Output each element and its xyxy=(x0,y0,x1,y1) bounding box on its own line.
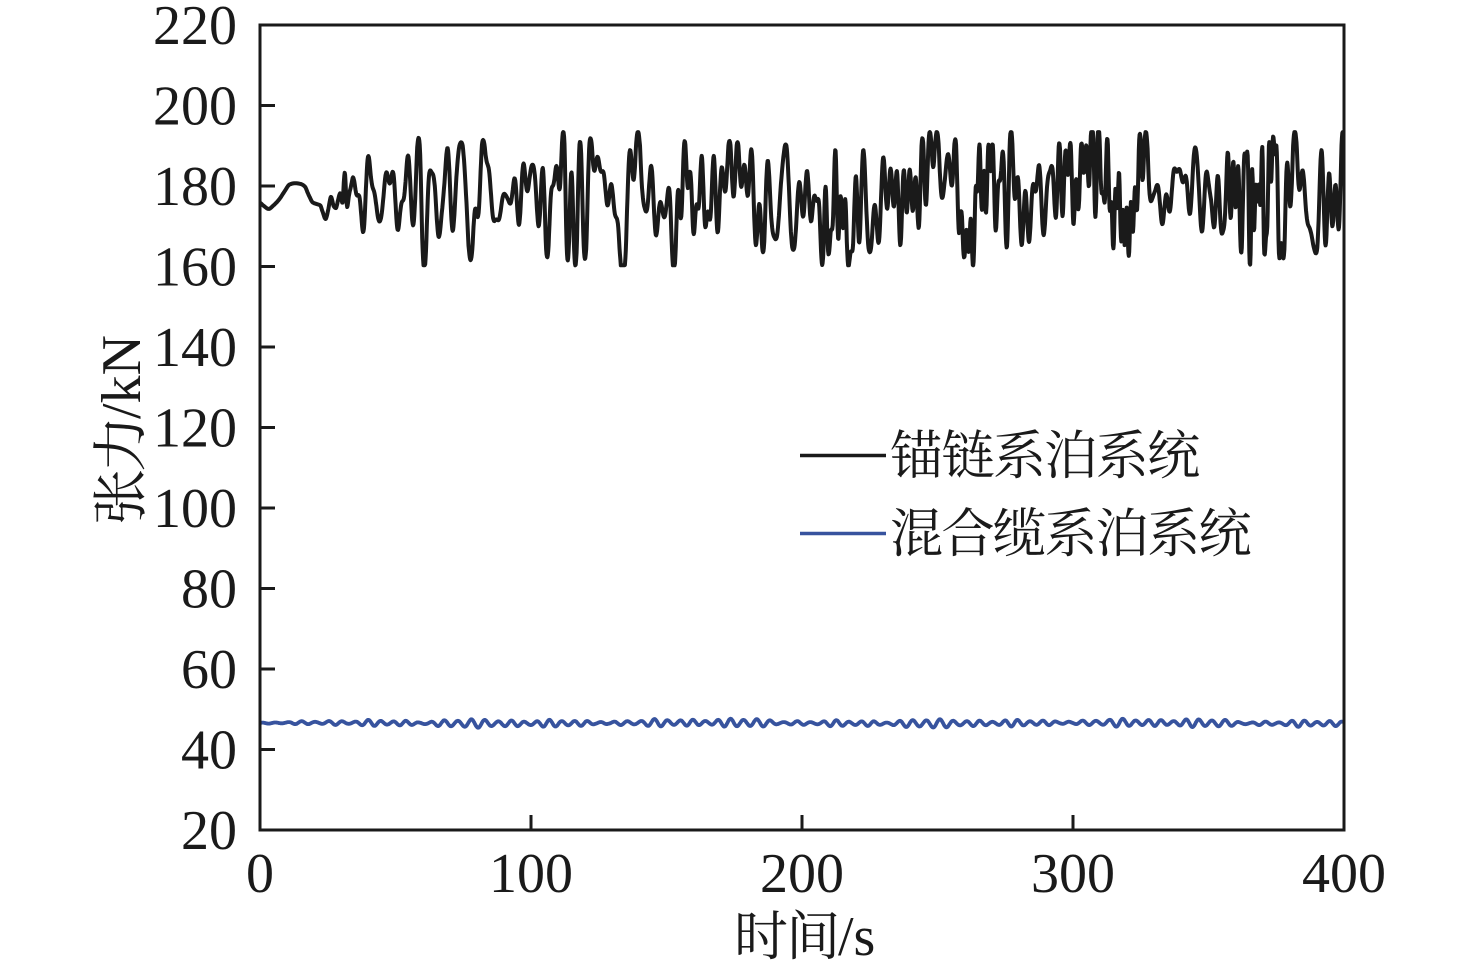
svg-text:300: 300 xyxy=(1031,843,1115,905)
svg-text:/s: /s xyxy=(838,906,875,968)
svg-text:120: 120 xyxy=(153,398,237,460)
svg-text:0: 0 xyxy=(246,843,274,905)
svg-text:40: 40 xyxy=(181,720,237,782)
svg-text:100: 100 xyxy=(153,478,237,540)
svg-text:400: 400 xyxy=(1302,843,1386,905)
svg-text:180: 180 xyxy=(153,156,237,218)
svg-text:200: 200 xyxy=(760,843,844,905)
svg-text:/kN: /kN xyxy=(91,335,153,419)
svg-text:220: 220 xyxy=(153,0,237,57)
svg-text:160: 160 xyxy=(153,237,237,299)
svg-text:100: 100 xyxy=(489,843,573,905)
svg-text:200: 200 xyxy=(153,76,237,138)
svg-text:60: 60 xyxy=(181,639,237,701)
svg-text:20: 20 xyxy=(181,800,237,862)
svg-text:80: 80 xyxy=(181,559,237,621)
svg-text:140: 140 xyxy=(153,317,237,379)
